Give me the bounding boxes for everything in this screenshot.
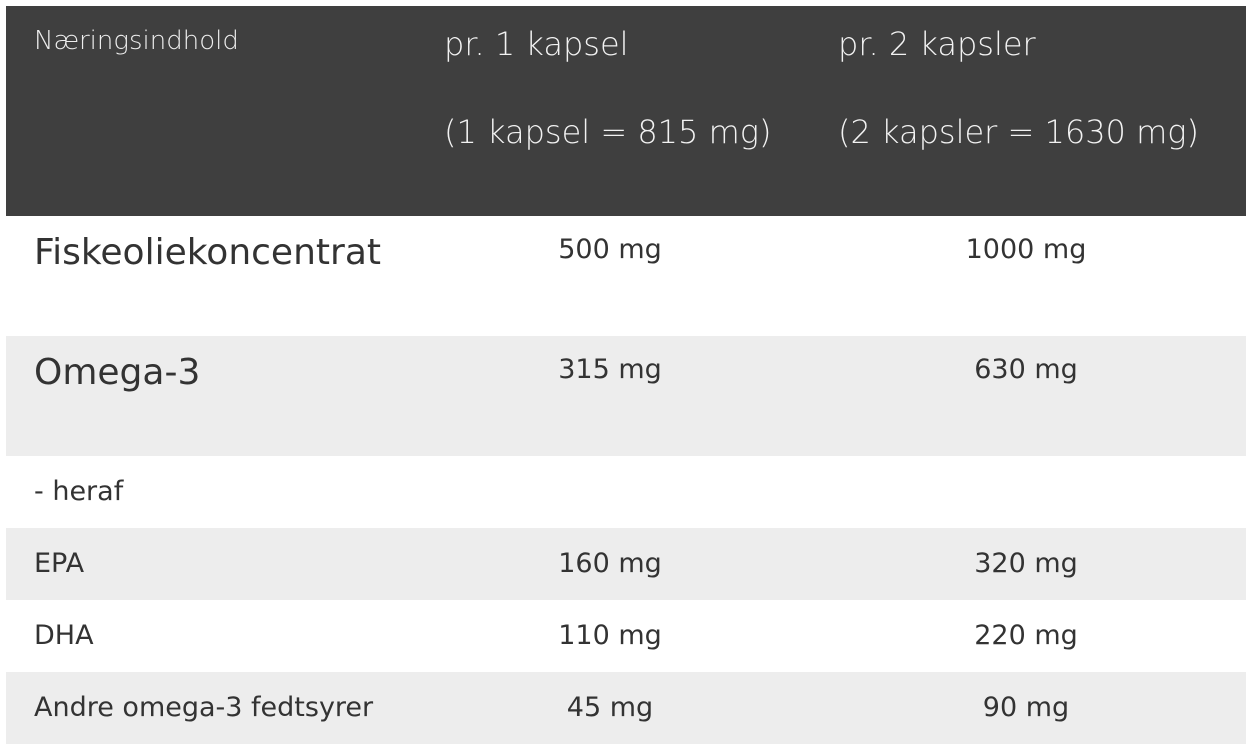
row-value-2-capsules: 630 mg — [974, 354, 1078, 385]
header-per-1-capsule-weight: (1 kapsel = 815 mg) — [444, 113, 772, 151]
table-row-fish-oil: Fiskeoliekoncentrat 500 mg 1000 mg — [6, 216, 1246, 336]
table-row-omega-3: Omega-3 315 mg 630 mg — [6, 336, 1246, 456]
row-name: EPA — [34, 548, 85, 579]
row-name: Fiskeoliekoncentrat — [34, 232, 381, 273]
row-value-1-capsule: 500 mg — [558, 234, 662, 265]
header-label: Næringsindhold — [34, 26, 239, 56]
table-row-other-omega-3: Andre omega-3 fedtsyrer 45 mg 90 mg — [6, 672, 1246, 744]
row-name: Omega-3 — [34, 352, 201, 393]
header-per-1-capsule: pr. 1 kapsel — [444, 25, 629, 63]
nutrition-table: Næringsindhold pr. 1 kapsel (1 kapsel = … — [6, 6, 1246, 744]
row-value-2-capsules: 90 mg — [982, 692, 1070, 723]
row-value-1-capsule: 45 mg — [566, 692, 654, 723]
row-value-1-capsule: 315 mg — [558, 354, 662, 385]
row-value-2-capsules: 320 mg — [974, 548, 1078, 579]
row-name: DHA — [34, 620, 94, 651]
table-row-epa: EPA 160 mg 320 mg — [6, 528, 1246, 600]
table-row-heraf: - heraf — [6, 456, 1246, 528]
table-row-dha: DHA 110 mg 220 mg — [6, 600, 1246, 672]
table-header: Næringsindhold pr. 1 kapsel (1 kapsel = … — [6, 6, 1246, 216]
row-name: - heraf — [34, 476, 124, 507]
row-value-2-capsules: 220 mg — [974, 620, 1078, 651]
row-value-1-capsule: 160 mg — [558, 548, 662, 579]
header-per-2-capsules: pr. 2 kapsler — [838, 25, 1036, 63]
row-value-1-capsule: 110 mg — [558, 620, 662, 651]
row-value-2-capsules: 1000 mg — [965, 234, 1087, 265]
header-per-2-capsules-weight: (2 kapsler = 1630 mg) — [838, 113, 1199, 151]
row-name: Andre omega-3 fedtsyrer — [34, 692, 374, 723]
